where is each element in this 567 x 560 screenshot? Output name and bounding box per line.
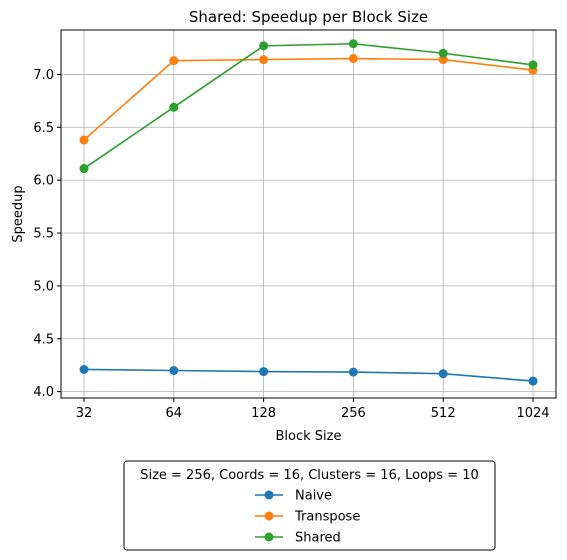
x-axis-ticks: 32 64 128 256 512 1024 xyxy=(76,398,550,421)
legend-marker-shared xyxy=(265,533,274,542)
chart-title: Shared: Speedup per Block Size xyxy=(189,8,428,26)
data-point-shared xyxy=(529,60,538,69)
x-tick-label: 512 xyxy=(431,406,456,421)
data-point-naive xyxy=(169,366,178,375)
legend-marker-naive xyxy=(265,491,274,500)
legend-label-shared: Shared xyxy=(295,531,341,546)
data-point-shared xyxy=(80,164,89,173)
series-line-naive xyxy=(84,369,533,381)
y-tick-label: 6.5 xyxy=(33,121,54,136)
series-line-transpose xyxy=(84,59,533,140)
y-axis-ticks: 4.0 4.5 5.0 5.5 6.0 6.5 7.0 xyxy=(33,68,61,400)
series-layer xyxy=(80,39,538,385)
data-point-transpose xyxy=(259,55,268,64)
legend-marker-transpose xyxy=(265,512,274,521)
data-point-transpose xyxy=(349,54,358,63)
y-tick-label: 5.5 xyxy=(33,227,54,242)
data-point-naive xyxy=(439,369,448,378)
data-point-transpose xyxy=(80,135,89,144)
x-axis-label: Block Size xyxy=(276,429,342,444)
x-tick-label: 32 xyxy=(76,406,93,421)
y-tick-label: 4.0 xyxy=(33,385,54,400)
y-tick-label: 6.0 xyxy=(33,174,54,189)
legend-label-transpose: Transpose xyxy=(294,510,360,525)
x-tick-label: 1024 xyxy=(516,406,549,421)
plot-frame xyxy=(61,30,556,398)
data-point-naive xyxy=(259,367,268,376)
data-point-naive xyxy=(529,377,538,386)
data-point-shared xyxy=(169,103,178,112)
data-point-shared xyxy=(349,39,358,48)
data-point-naive xyxy=(349,368,358,377)
legend-label-naive: Naive xyxy=(295,489,332,504)
legend: Size = 256, Coords = 16, Clusters = 16, … xyxy=(124,461,495,550)
data-point-shared xyxy=(259,41,268,50)
data-point-shared xyxy=(439,49,448,58)
data-point-transpose xyxy=(169,56,178,65)
legend-title: Size = 256, Coords = 16, Clusters = 16, … xyxy=(140,468,479,483)
y-tick-label: 5.0 xyxy=(33,279,54,294)
y-axis-label: Speedup xyxy=(11,185,26,242)
grid xyxy=(61,30,556,398)
y-tick-label: 4.5 xyxy=(33,332,54,347)
y-tick-label: 7.0 xyxy=(33,68,54,83)
x-tick-label: 256 xyxy=(341,406,366,421)
x-tick-label: 128 xyxy=(251,406,276,421)
x-tick-label: 64 xyxy=(166,406,183,421)
data-point-naive xyxy=(80,365,89,374)
